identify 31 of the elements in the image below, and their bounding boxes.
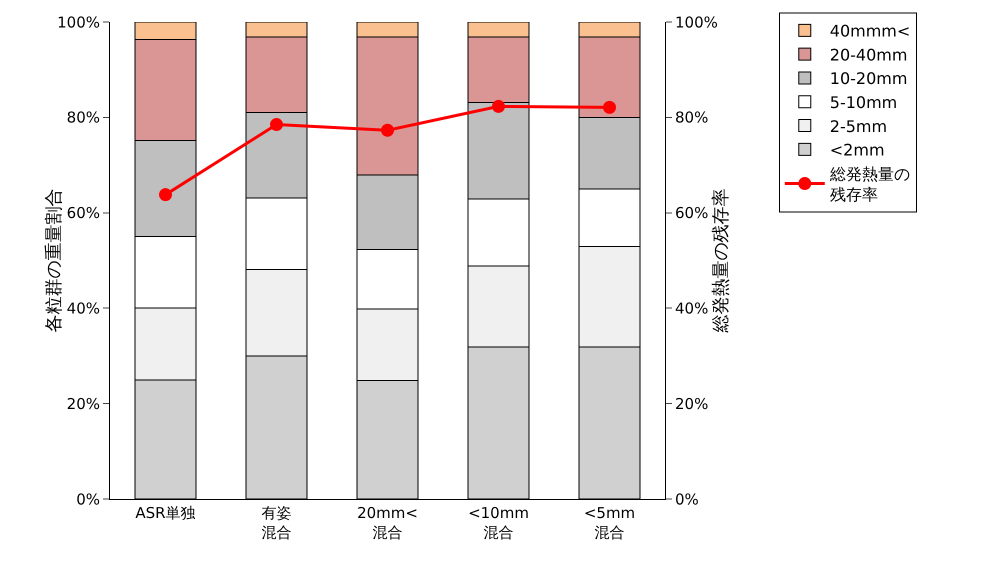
legend-label: 20-40mm <box>830 45 908 64</box>
y-tick-label: 20% <box>66 394 100 413</box>
legend-label: <2mm <box>830 140 885 160</box>
y-tick-label: 80% <box>66 108 100 127</box>
point <box>603 100 616 114</box>
point <box>270 118 283 132</box>
legend-label: 40mmm< <box>830 22 910 41</box>
y-tick-label: 0% <box>76 490 100 508</box>
point <box>159 188 172 202</box>
y-tick-label: 40% <box>66 299 100 318</box>
x-tick-label: <5mm混合 <box>584 504 636 542</box>
y2-tick-label: 0% <box>675 490 699 508</box>
x-tick-label: ASR単独 <box>135 504 196 522</box>
y2-tick-label: 100% <box>675 13 718 32</box>
legend-label: 10-20mm <box>830 69 908 88</box>
x-tick-label: 有姿混合 <box>262 504 292 542</box>
point <box>381 124 394 137</box>
y2-tick-label: 60% <box>675 204 708 222</box>
y2-axis-title: 総発熱量の残存率 <box>710 188 732 334</box>
y-tick-label: 60% <box>66 204 100 222</box>
y2-tick-label: 80% <box>675 108 708 127</box>
y-tick-label: 100% <box>57 13 100 32</box>
y2-tick-label: 40% <box>675 299 708 318</box>
y-axis-title: 各粒群の重量割合 <box>44 188 65 332</box>
legend-label: 2-5mm <box>830 116 888 136</box>
y2-tick-label: 20% <box>675 394 708 413</box>
point <box>492 100 505 113</box>
legend-label: 5-10mm <box>830 93 898 112</box>
x-tick-label: 20mm<混合 <box>357 504 418 542</box>
x-tick-label: <10mm混合 <box>468 504 529 542</box>
legend-label: 総発熱量の残存率 <box>828 164 910 204</box>
